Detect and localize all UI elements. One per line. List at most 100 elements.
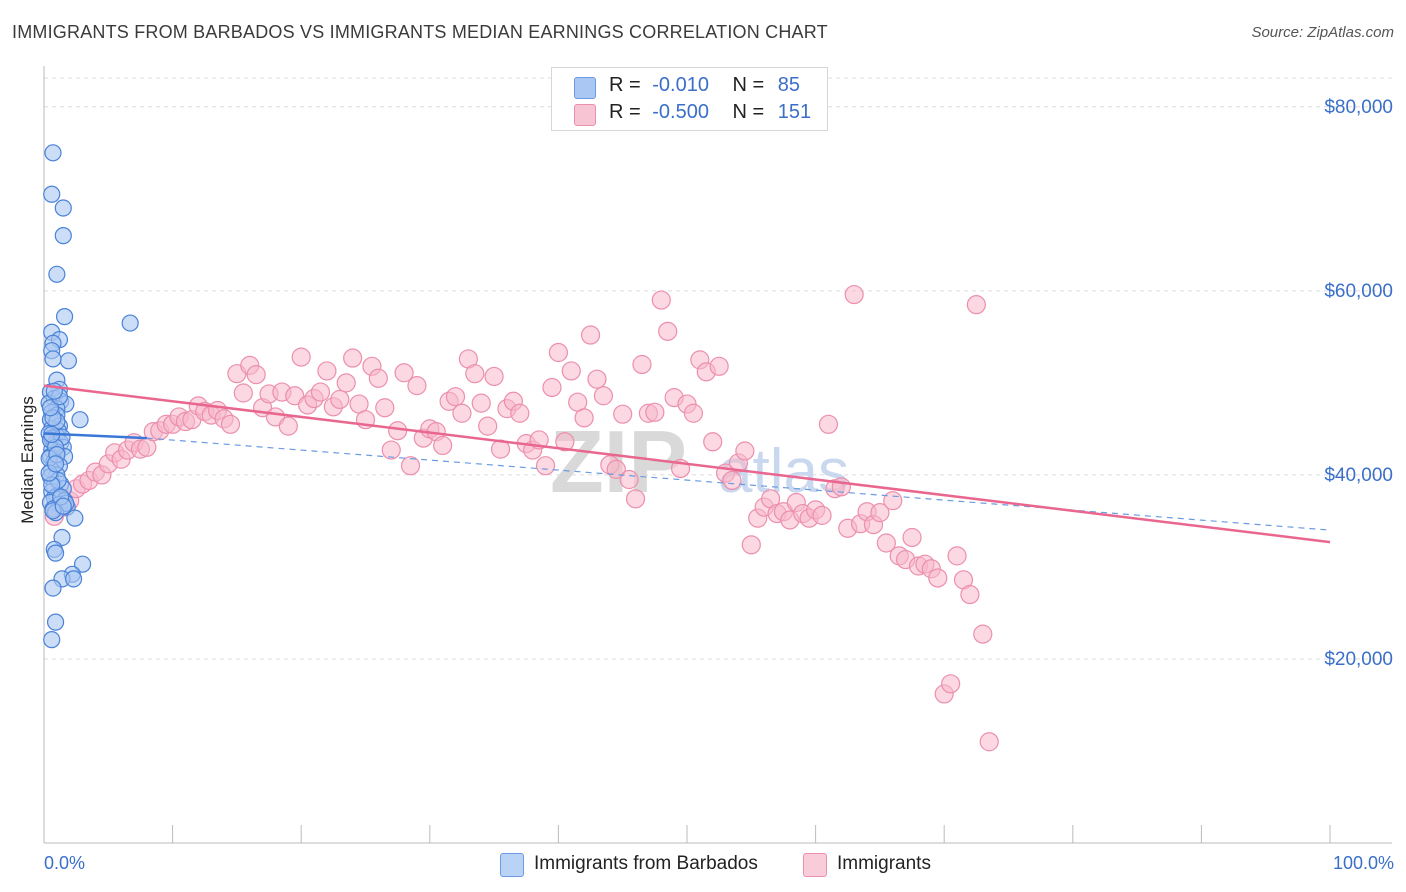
immigrants-point — [973, 624, 993, 644]
barbados-point — [73, 555, 92, 573]
immigrants-points — [44, 284, 999, 752]
immigrants-point — [844, 284, 864, 305]
immigrants-point — [979, 732, 999, 752]
immigrants-point — [625, 489, 646, 509]
immigrants-point — [613, 404, 633, 424]
immigrants-point — [902, 527, 922, 548]
barbados-point — [41, 399, 60, 417]
immigrants-point — [928, 568, 948, 588]
immigrants-point — [317, 361, 337, 381]
immigrants-point — [593, 386, 614, 406]
immigrants-point — [870, 503, 890, 523]
immigrants-point — [548, 342, 569, 363]
x-tick-label: 0.0% — [44, 853, 85, 873]
immigrants-point — [960, 584, 980, 605]
legend-n-value: 85 — [777, 74, 801, 96]
bottom-legend-label-barbados: Immigrants from Barbados — [534, 853, 758, 874]
y-tick-label: $40,000 — [1324, 465, 1393, 486]
bottom-legend-swatch-barbados — [500, 853, 524, 877]
immigrants-trend-line — [43, 384, 1331, 544]
barbados-point — [54, 497, 72, 515]
immigrants-point — [310, 382, 331, 402]
chart-source: Source: ZipAtlas.com — [1251, 24, 1394, 41]
barbados-point — [59, 352, 78, 370]
immigrants-point — [703, 432, 723, 452]
axis-labels: $20,000 $40,000 $60,000 $80,000 0.0% 100.0% Me… — [18, 97, 1394, 873]
immigrants-point — [388, 421, 408, 441]
immigrants-point — [246, 364, 266, 385]
barbados-trend-line — [43, 432, 147, 440]
immigrants-point — [831, 477, 851, 497]
immigrants-point — [336, 373, 356, 393]
barbados-point — [46, 544, 65, 562]
immigrants-point — [683, 403, 704, 423]
immigrants-point — [375, 398, 395, 418]
legend-r-label: R = — [609, 101, 641, 123]
barbados-point — [44, 579, 62, 597]
legend-swatch-barbados — [574, 77, 596, 99]
barbados-point — [64, 570, 83, 588]
immigrants-point — [510, 403, 530, 423]
legend-swatch-immigrants — [574, 104, 596, 126]
y-tick-label: $60,000 — [1324, 281, 1393, 302]
bottom-legend-swatch-immigrants — [803, 853, 827, 877]
immigrants-point — [291, 347, 311, 367]
immigrants-point — [561, 361, 581, 381]
watermark: ZIP atlas — [550, 412, 849, 511]
immigrants-point — [542, 377, 562, 398]
barbados-point — [121, 314, 139, 332]
immigrants-point — [368, 368, 388, 388]
bottom-legend-label-immigrants: Immigrants — [837, 853, 931, 874]
immigrants-point — [645, 402, 665, 422]
immigrants-point — [574, 408, 594, 428]
immigrants-point — [465, 364, 485, 384]
barbados-point — [71, 411, 89, 429]
immigrants-point — [632, 354, 652, 375]
immigrants-point — [433, 435, 453, 456]
immigrants-point — [330, 389, 350, 410]
immigrants-point — [400, 456, 421, 476]
immigrants-point — [658, 321, 678, 341]
barbados-point — [46, 613, 65, 631]
immigrants-point — [941, 674, 961, 694]
immigrants-point — [883, 491, 903, 511]
immigrants-point — [343, 348, 363, 368]
immigrants-point — [233, 383, 253, 403]
immigrants-point — [812, 505, 832, 525]
barbados-point — [48, 265, 66, 283]
barbados-point — [44, 350, 62, 368]
immigrants-point — [876, 533, 896, 553]
immigrants-point — [381, 440, 401, 460]
immigrants-point — [580, 325, 601, 345]
immigrants-point — [818, 414, 839, 434]
legend-r-value: -0.010 — [652, 74, 709, 96]
barbados-point — [46, 455, 65, 473]
barbados-point — [66, 509, 84, 527]
immigrants-point — [966, 295, 986, 315]
barbados-point — [44, 144, 62, 162]
immigrants-point — [445, 387, 466, 407]
immigrants-point — [619, 469, 639, 490]
chart-title: IMMIGRANTS FROM BARBADOS VS IMMIGRANTS M… — [12, 22, 828, 42]
legend-r-value: -0.500 — [652, 101, 709, 123]
immigrants-point — [535, 456, 556, 476]
immigrants-point — [722, 470, 742, 491]
immigrants-point — [484, 366, 504, 387]
barbados-point — [53, 528, 71, 547]
y-tick-label: $20,000 — [1324, 649, 1393, 670]
immigrants-point — [709, 356, 729, 376]
barbados-point — [54, 227, 72, 245]
barbados-point — [55, 308, 74, 326]
immigrants-point — [651, 290, 671, 310]
legend-n-label: N = — [732, 74, 765, 96]
immigrants-point — [220, 414, 241, 434]
y-tick-label: $80,000 — [1324, 97, 1393, 118]
x-tick-label: 100.0% — [1333, 853, 1394, 873]
correlation-legend: R = -0.010 N = 85 R = -0.500 N = 151 — [551, 67, 828, 131]
barbados-point — [43, 631, 61, 649]
immigrants-point — [407, 376, 427, 396]
immigrants-point — [741, 535, 761, 555]
legend-r-label: R = — [609, 74, 641, 96]
immigrants-point — [394, 363, 414, 383]
